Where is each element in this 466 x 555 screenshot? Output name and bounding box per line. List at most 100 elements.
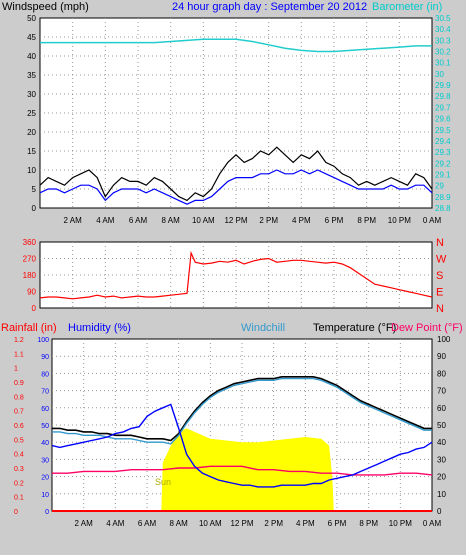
windspeed-tick-label: 35 [27,71,36,80]
windchill-axis-label: Windchill [241,322,285,334]
rainfall-tick-labels: 0 0.1 0.2 0.3 0.4 0.5 0.6 0.7 0.8 0.9 1 1.1 1.2 [14,337,24,516]
temperature-tick-labels: 0 10 20 30 40 50 60 70 80 90 100 [437,335,451,516]
humidity-tick-label: 0 [45,509,49,516]
sun-label: Sun [155,477,171,487]
temperature-tick-label: 90 [437,352,446,361]
rainfall-tick-label: 1.2 [14,337,24,344]
wind-time-tick-label: 8 PM [357,216,376,225]
rainfall-tick-label: 1.1 [14,351,24,358]
temp-gridlines [52,339,432,511]
temperature-tick-label: 10 [437,490,446,499]
direction-gridlines [40,242,432,308]
wind-time-tick-label: 10 AM [192,216,215,225]
temperature-tick-label: 0 [437,507,442,516]
chart-title: 24 hour graph day : September 20 2012 [172,1,367,13]
temp-time-tick-label: 10 AM [199,519,222,528]
windspeed-tick-label: 15 [27,147,36,156]
barometer-tick-label: 30.3 [435,36,451,45]
barometer-tick-label: 29.2 [435,159,451,168]
humidity-tick-label: 100 [37,337,49,344]
temp-time-tick-label: 6 AM [138,519,157,528]
wind-time-tick-label: 4 PM [292,216,311,225]
rainfall-tick-label: 0.9 [14,380,24,387]
barometer-tick-label: 30.5 [435,14,451,23]
humidity-tick-label: 10 [41,492,49,499]
temperature-tick-label: 70 [437,387,446,396]
barometer-tick-label: 29.5 [435,126,451,135]
gust-line [39,146,433,202]
direction-line [39,250,433,300]
windspeed-tick-label: 45 [27,33,36,42]
barometer-tick-labels: 28.8 28.9 29 29.1 29.2 29.3 29.4 29.5 29.6 29.7 29… [435,14,451,213]
direction-degree-label: 180 [23,271,37,280]
wind-time-tick-label: 10 PM [388,216,411,225]
temp-time-tick-label: 2 AM [75,519,94,528]
humidity-tick-label: 50 [41,423,49,430]
temp-time-tick-label: 10 PM [389,519,412,528]
barometer-tick-label: 29.6 [435,115,451,124]
temp-series [51,375,433,512]
rainfall-tick-label: 1 [14,366,18,373]
rainfall-tick-label: 0.6 [14,423,24,430]
temperature-tick-label: 20 [437,473,446,482]
wind-time-tick-label: 2 PM [259,216,278,225]
direction-degree-label: 0 [32,304,37,313]
humidity-tick-label: 60 [41,406,49,413]
barometer-tick-label: 29.3 [435,148,451,157]
windspeed-tick-label: 50 [27,14,36,23]
humidity-tick-label: 20 [41,475,49,482]
windspeed-axis-label: Windspeed (mph) [2,1,89,13]
wind-gridlines [40,18,432,208]
wind-time-tick-label: 0 AM [423,216,442,225]
rainfall-tick-label: 0.1 [14,495,24,502]
barometer-tick-label: 29.7 [435,103,451,112]
direction-degree-label: 90 [27,288,36,297]
dewpoint-line [52,465,433,476]
temp-time-tick-label: 2 PM [264,519,283,528]
direction-compass-label: S [436,270,443,282]
temp-time-tick-label: 12 PM [230,519,253,528]
direction-degree-labels: 0 90 180 270 360 [23,238,37,313]
temp-time-tick-label: 4 AM [106,519,125,528]
windspeed-tick-label: 5 [32,185,37,194]
wind-time-tick-label: 12 PM [224,216,247,225]
direction-degree-label: 360 [23,238,37,247]
windspeed-tick-labels: 0 5 10 15 20 25 30 35 40 45 50 [27,14,36,213]
sun-area [161,428,334,511]
rainfall-tick-label: 0.2 [14,480,24,487]
windspeed-tick-label: 40 [27,52,36,61]
temp-time-tick-label: 8 PM [359,519,378,528]
temp-time-tick-label: 8 AM [170,519,189,528]
temp-time-tick-label: 0 AM [423,519,442,528]
windspeed-tick-label: 25 [27,109,36,118]
rainfall-tick-label: 0.7 [14,409,24,416]
rainfall-tick-label: 0.3 [14,466,24,473]
windspeed-tick-label: 30 [27,90,36,99]
barometer-axis-label: Barometer (in) [372,1,442,13]
rainfall-tick-label: 0 [14,509,18,516]
wind-time-tick-label: 2 AM [64,216,83,225]
wind-baro-panel: Windspeed (mph) 24 hour graph day : Sept… [2,1,451,225]
temperature-tick-label: 50 [437,421,446,430]
rainfall-tick-label: 0.8 [14,394,24,401]
humidity-axis-label: Humidity (%) [68,322,131,334]
average-line [39,169,433,205]
temperature-tick-label: 40 [437,438,446,447]
barometer-tick-label: 30.1 [435,59,451,68]
wind-series [39,38,433,205]
humidity-tick-labels: 0 10 20 30 40 50 60 70 80 90 100 [37,337,49,516]
barometer-line [40,38,432,53]
rainfall-axis-label: Rainfall (in) [1,322,57,334]
barometer-tick-label: 30.2 [435,48,451,57]
temperature-line [52,375,432,442]
wind-time-tick-label: 4 AM [96,216,115,225]
temp-time-tick-label: 4 PM [296,519,315,528]
barometer-tick-label: 29.9 [435,81,451,90]
rainfall-tick-label: 0.4 [14,452,24,459]
wind-time-tick-label: 6 AM [129,216,148,225]
direction-compass-label: E [436,287,443,299]
temp-time-tick-labels: 2 AM 4 AM 6 AM 8 AM 10 AM 12 PM 2 PM 4 PM 6 PM 8 … [75,519,442,528]
